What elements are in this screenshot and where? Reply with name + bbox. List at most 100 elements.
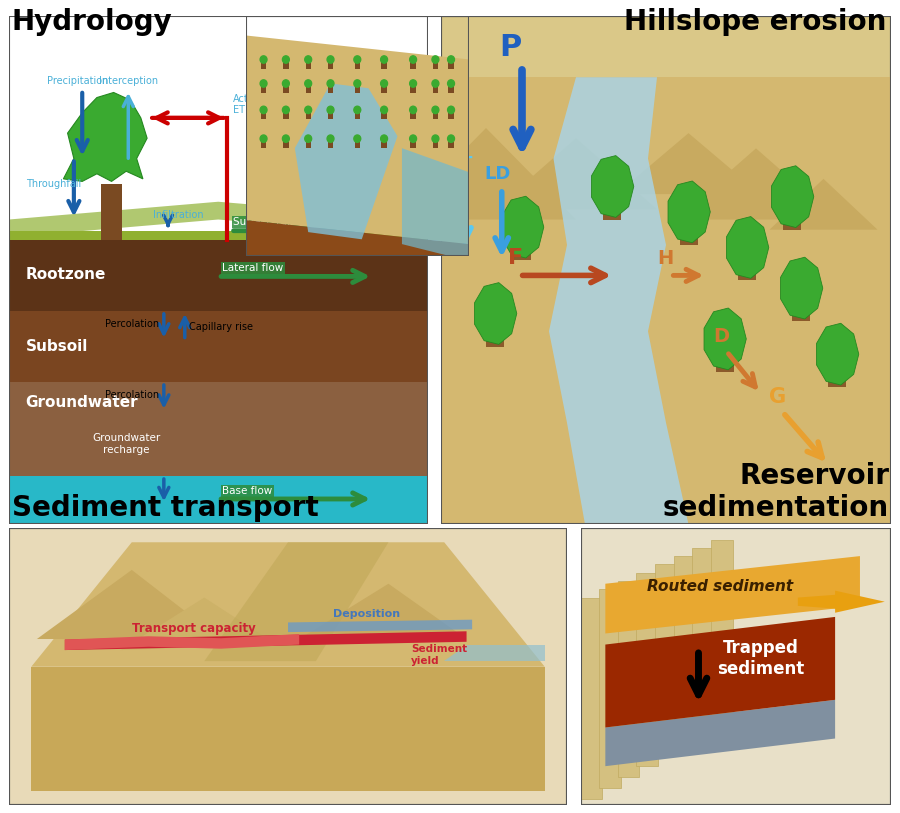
Bar [328, 141, 333, 148]
Text: Rootzone: Rootzone [26, 267, 106, 282]
Polygon shape [716, 339, 733, 372]
Circle shape [305, 56, 311, 63]
Circle shape [354, 107, 361, 114]
Text: Trapped
sediment: Trapped sediment [717, 639, 805, 678]
Bar [305, 113, 310, 120]
Polygon shape [9, 202, 428, 237]
Polygon shape [396, 128, 576, 220]
Circle shape [327, 56, 334, 63]
Circle shape [305, 135, 311, 142]
Bar [9, 476, 428, 524]
Circle shape [260, 80, 267, 87]
Bar [355, 63, 360, 69]
Circle shape [381, 107, 388, 114]
Polygon shape [606, 556, 860, 633]
Bar [433, 141, 438, 148]
Circle shape [260, 107, 267, 114]
Bar [448, 63, 454, 69]
Bar [448, 113, 454, 120]
Circle shape [432, 80, 439, 87]
Text: Actual
ET: Actual ET [233, 93, 264, 115]
Bar [284, 113, 289, 120]
Polygon shape [816, 324, 859, 385]
Polygon shape [495, 138, 657, 209]
Circle shape [283, 107, 289, 114]
Circle shape [410, 56, 417, 63]
Bar [448, 141, 454, 148]
Polygon shape [704, 308, 746, 370]
Polygon shape [486, 314, 504, 346]
Polygon shape [606, 700, 835, 766]
Polygon shape [32, 667, 544, 791]
Circle shape [447, 107, 454, 114]
Bar [328, 86, 333, 93]
Text: Lateral flow: Lateral flow [222, 263, 284, 273]
Polygon shape [299, 584, 466, 639]
Bar [410, 141, 416, 148]
Polygon shape [792, 288, 810, 321]
Circle shape [283, 135, 289, 142]
Polygon shape [738, 247, 756, 280]
Bar [355, 113, 360, 120]
Polygon shape [591, 155, 634, 217]
Polygon shape [680, 212, 698, 245]
Circle shape [305, 107, 311, 114]
Circle shape [354, 56, 361, 63]
Text: Hydrology: Hydrology [12, 8, 173, 36]
Bar [284, 141, 289, 148]
Bar [410, 86, 416, 93]
Text: Deposition: Deposition [333, 609, 400, 620]
Text: Subsoil: Subsoil [26, 339, 88, 354]
Text: DT: DT [446, 154, 472, 173]
Bar [433, 63, 438, 69]
Bar [9, 231, 428, 240]
Polygon shape [513, 227, 531, 260]
Bar [305, 86, 310, 93]
Text: Percolation: Percolation [105, 389, 159, 400]
Circle shape [447, 135, 454, 142]
Polygon shape [402, 148, 469, 261]
Bar [692, 548, 714, 733]
Bar [711, 540, 733, 722]
Circle shape [327, 80, 334, 87]
Circle shape [354, 135, 361, 142]
Polygon shape [726, 216, 769, 278]
Bar [355, 141, 360, 148]
Bar [433, 86, 438, 93]
Bar [261, 86, 266, 93]
Bar [305, 141, 310, 148]
Polygon shape [798, 590, 885, 613]
Bar [433, 113, 438, 120]
Polygon shape [780, 257, 823, 319]
Bar [382, 86, 387, 93]
Polygon shape [501, 196, 544, 258]
Text: LD: LD [484, 165, 510, 183]
Bar [9, 240, 428, 311]
Bar [382, 63, 387, 69]
Bar [9, 311, 428, 382]
Circle shape [381, 56, 388, 63]
Polygon shape [288, 620, 472, 633]
Circle shape [432, 56, 439, 63]
Circle shape [432, 107, 439, 114]
Text: Reservoir
sedimentation: Reservoir sedimentation [663, 462, 889, 522]
Polygon shape [474, 283, 517, 345]
Polygon shape [668, 181, 710, 243]
Circle shape [381, 80, 388, 87]
Polygon shape [246, 220, 469, 276]
Text: Throughfall: Throughfall [26, 179, 81, 189]
Bar [284, 86, 289, 93]
Polygon shape [65, 634, 299, 650]
Bar [284, 63, 289, 69]
Polygon shape [783, 197, 801, 229]
Bar [410, 113, 416, 120]
Circle shape [305, 80, 311, 87]
Text: Transport capacity: Transport capacity [131, 622, 256, 635]
Text: Percolation: Percolation [105, 319, 159, 328]
Circle shape [354, 80, 361, 87]
Bar [355, 86, 360, 93]
Bar [410, 63, 416, 69]
Polygon shape [828, 354, 846, 387]
Text: Hillslope erosion: Hillslope erosion [624, 8, 886, 36]
Polygon shape [204, 542, 389, 661]
